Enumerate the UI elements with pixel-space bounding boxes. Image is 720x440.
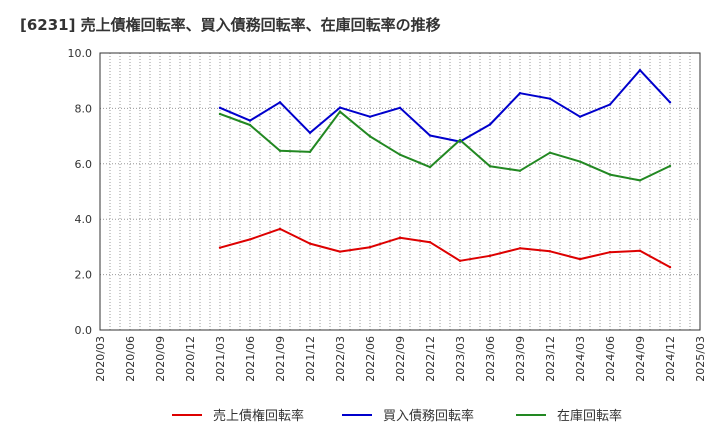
x-tick-label: 2020/09 <box>154 336 167 382</box>
data-point-series-1 <box>428 240 432 244</box>
x-tick-label: 2020/06 <box>124 336 137 382</box>
data-point-series-3 <box>608 173 612 176</box>
data-point-series-3 <box>458 138 462 142</box>
data-point-series-2 <box>548 97 552 100</box>
x-tick-label: 2024/12 <box>664 336 677 382</box>
data-point-series-1 <box>488 254 492 257</box>
data-point-series-2 <box>248 119 252 122</box>
x-tick-label: 2021/12 <box>304 336 317 382</box>
x-tick-label: 2023/12 <box>544 336 557 382</box>
data-point-series-2 <box>338 106 342 109</box>
data-point-series-3 <box>308 150 312 154</box>
x-tick-label: 2022/06 <box>364 336 377 382</box>
data-point-series-1 <box>308 242 312 245</box>
y-tick-label: 2.0 <box>75 269 93 282</box>
x-tick-label: 2020/12 <box>184 336 197 382</box>
data-point-series-1 <box>248 238 252 241</box>
data-point-series-1 <box>578 257 582 261</box>
data-point-series-2 <box>368 115 372 118</box>
x-tick-label: 2024/06 <box>604 336 617 382</box>
x-tick-label: 2023/06 <box>484 336 497 382</box>
data-point-series-1 <box>218 246 222 249</box>
data-point-series-3 <box>428 165 432 169</box>
x-tick-label: 2024/09 <box>634 336 647 382</box>
data-point-series-1 <box>458 259 462 262</box>
data-point-series-3 <box>218 112 222 116</box>
data-point-series-1 <box>668 265 672 269</box>
y-tick-label: 4.0 <box>75 213 93 226</box>
legend-label-1: 売上債権回転率 <box>213 408 304 424</box>
data-point-series-2 <box>308 131 312 134</box>
data-point-series-1 <box>278 227 282 231</box>
data-point-series-2 <box>668 101 672 104</box>
y-tick-label: 0.0 <box>75 324 93 337</box>
y-tick-label: 6.0 <box>75 158 93 171</box>
data-point-series-1 <box>638 249 642 252</box>
y-tick-label: 10.0 <box>68 47 93 60</box>
x-tick-label: 2025/03 <box>694 336 707 382</box>
legend-label-3: 在庫回転率 <box>557 408 622 424</box>
x-tick-label: 2022/03 <box>334 336 347 382</box>
data-point-series-3 <box>368 135 372 138</box>
legend-label-2: 買入債務回転率 <box>383 408 474 424</box>
plot-frame <box>99 52 701 331</box>
series-line-1 <box>219 227 671 268</box>
data-point-series-3 <box>398 153 402 156</box>
data-point-series-3 <box>488 165 492 168</box>
data-point-series-2 <box>488 123 492 126</box>
data-point-series-3 <box>578 160 582 163</box>
chart-title: [6231] 売上債権回転率、買入債務回転率、在庫回転率の推移 <box>20 16 441 34</box>
x-tick-label: 2021/06 <box>244 336 257 382</box>
x-tick-label: 2024/03 <box>574 336 587 382</box>
data-point-series-2 <box>638 68 642 72</box>
data-point-series-1 <box>548 250 552 253</box>
data-point-series-3 <box>638 179 642 182</box>
data-point-series-1 <box>608 250 612 254</box>
data-point-series-3 <box>248 123 252 127</box>
x-tick-label: 2021/09 <box>274 336 287 382</box>
data-point-series-3 <box>548 151 552 154</box>
x-tick-label: 2022/09 <box>394 336 407 382</box>
data-point-series-2 <box>218 106 222 110</box>
x-tick-label: 2022/12 <box>424 336 437 382</box>
data-point-series-3 <box>518 169 522 172</box>
data-point-series-1 <box>338 250 342 253</box>
data-point-series-3 <box>668 164 672 168</box>
data-point-series-2 <box>608 103 612 106</box>
data-point-series-1 <box>398 236 402 239</box>
data-point-series-3 <box>338 110 342 113</box>
y-tick-label: 8.0 <box>75 102 93 115</box>
data-point-series-2 <box>428 134 432 137</box>
series-line-3 <box>219 110 671 182</box>
data-point-series-2 <box>518 91 522 95</box>
data-point-series-2 <box>278 101 282 104</box>
x-tick-label: 2023/03 <box>454 336 467 382</box>
data-point-series-3 <box>278 149 282 152</box>
data-point-series-1 <box>518 247 522 250</box>
data-point-series-1 <box>368 245 372 249</box>
data-point-series-2 <box>578 115 582 118</box>
x-tick-label: 2020/03 <box>94 336 107 382</box>
x-tick-label: 2023/09 <box>514 336 527 382</box>
series-line-2 <box>219 69 671 143</box>
data-point-series-2 <box>398 106 402 110</box>
x-tick-label: 2021/03 <box>214 336 227 382</box>
